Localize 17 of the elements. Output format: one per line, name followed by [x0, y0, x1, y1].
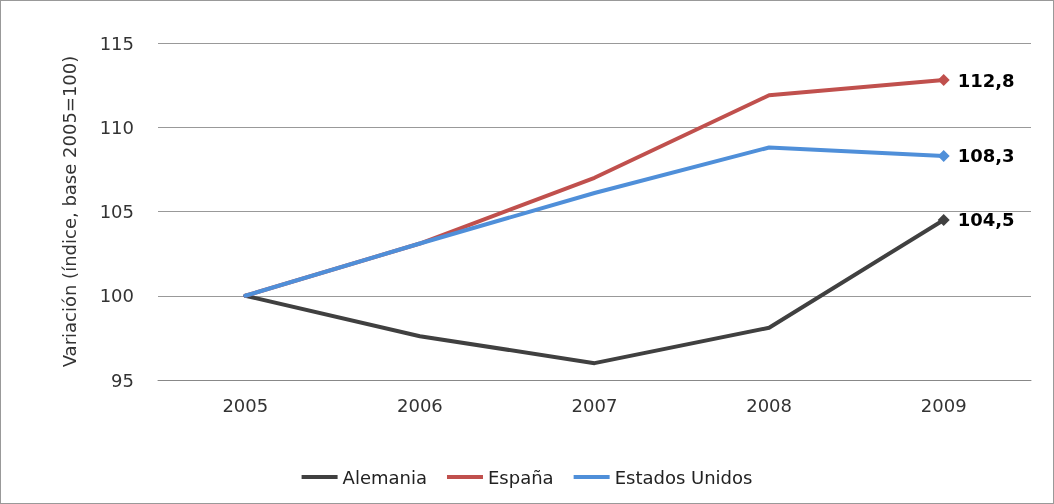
y-axis-title: Variación (índice, base 2005=100) — [58, 55, 80, 368]
y-tick-label: 115 — [99, 32, 134, 54]
x-tick-label: 2006 — [396, 394, 443, 416]
legend-label: España — [487, 466, 554, 488]
x-tick-label: 2007 — [571, 394, 618, 416]
y-tick-label: 110 — [99, 116, 134, 138]
x-tick-label: 2005 — [222, 394, 269, 416]
data-label: 104,5 — [957, 209, 1015, 231]
data-label: 112,8 — [957, 69, 1015, 91]
x-tick-label: 2008 — [746, 394, 793, 416]
legend-label: Alemania — [342, 466, 427, 488]
legend-label: Estados Unidos — [614, 466, 753, 488]
y-tick-label: 95 — [111, 369, 134, 391]
y-tick-label: 100 — [99, 285, 134, 307]
data-label: 108,3 — [957, 145, 1015, 167]
x-tick-label: 2009 — [920, 394, 967, 416]
y-tick-label: 105 — [99, 201, 134, 222]
